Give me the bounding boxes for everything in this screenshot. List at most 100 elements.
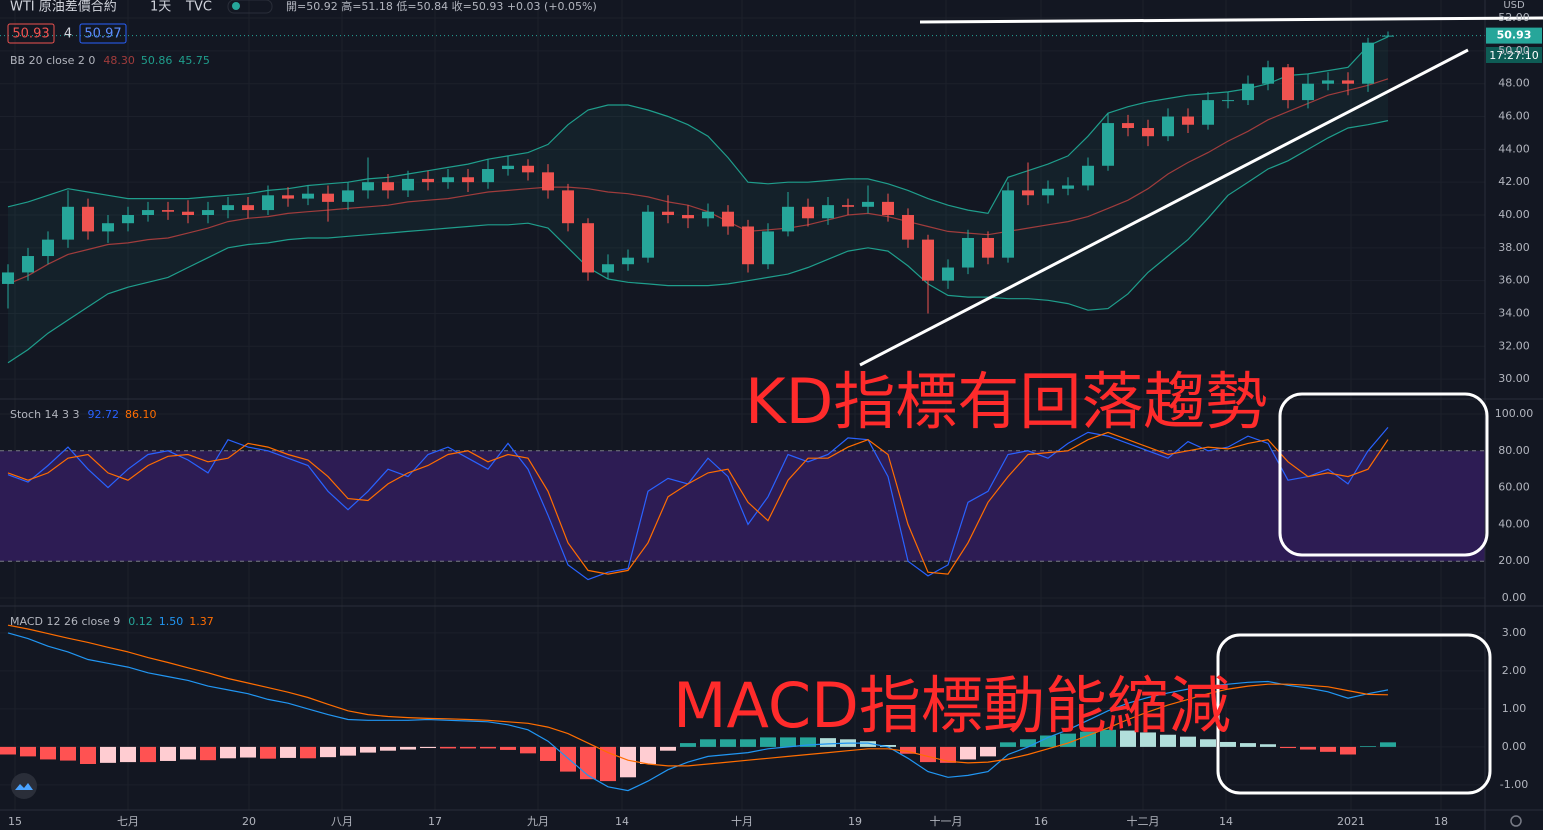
- last-price-label: 50.93: [1497, 29, 1532, 42]
- y-tick-label: 50.00: [1498, 44, 1530, 57]
- y-tick-label: -1.00: [1500, 778, 1528, 791]
- histogram-bar: [1000, 742, 1016, 747]
- histogram-bar: [720, 739, 736, 747]
- histogram-bar: [120, 746, 136, 763]
- x-tick-label: 15: [8, 815, 22, 828]
- ask: 50.97: [84, 27, 121, 42]
- ask-box[interactable]: [79, 23, 127, 44]
- histogram-bar: [600, 746, 616, 782]
- bid-box[interactable]: [7, 23, 55, 44]
- candle-body: [222, 205, 234, 211]
- histogram-bar: [480, 746, 496, 749]
- candle-body: [482, 169, 494, 183]
- candle-body: [382, 182, 394, 191]
- histogram-bar: [400, 746, 416, 750]
- currency: USD: [1503, 0, 1525, 11]
- histogram-bar: [440, 746, 456, 749]
- highlight-box[interactable]: [1216, 633, 1492, 795]
- x-tick-label: 七月: [117, 815, 139, 828]
- candle-body: [522, 165, 534, 173]
- candle-body: [1182, 116, 1194, 125]
- candle-body: [542, 172, 554, 191]
- highlight-box[interactable]: [1278, 392, 1489, 557]
- indicator-line: [7, 36, 1389, 215]
- histogram-bar: [1200, 739, 1216, 747]
- histogram-bar: [800, 737, 816, 747]
- y-tick-label: 36.00: [1498, 274, 1530, 287]
- histogram-bar: [180, 746, 196, 760]
- histogram-bar: [820, 738, 836, 747]
- x-tick-label: 16: [1034, 815, 1048, 828]
- histogram-bar: [1380, 742, 1396, 747]
- histogram-bar: [80, 746, 96, 765]
- histogram-bar: [780, 737, 796, 747]
- histogram-bar: [660, 746, 676, 751]
- y-tick-label: 48.00: [1498, 77, 1530, 90]
- x-tick-label: 18: [1434, 815, 1448, 828]
- histogram-bar: [580, 746, 596, 780]
- stoch-line: [7, 427, 1389, 581]
- histogram-bar: [40, 746, 56, 760]
- histogram-bar: [300, 746, 316, 759]
- histogram-bar: [1140, 732, 1156, 747]
- histogram-bar: [740, 739, 756, 747]
- histogram-bar: [280, 746, 296, 758]
- candle-body: [642, 211, 654, 258]
- histogram-bar: [900, 746, 916, 754]
- indicator-legend: BB 20 close 2 0: [10, 54, 95, 67]
- histogram-bar: [860, 741, 876, 747]
- indicator-legend: MACD 12 26 close 9: [10, 615, 120, 628]
- histogram-bar: [100, 746, 116, 763]
- settings-icon[interactable]: [1510, 815, 1522, 827]
- candle-body: [102, 223, 114, 232]
- ohlc: 開=50.92 高=51.18 低=50.84 收=50.93 +0.03 (+…: [286, 0, 597, 13]
- histogram-bar: [220, 746, 236, 759]
- indicator-line: [7, 120, 1389, 364]
- histogram-bar: [1120, 730, 1136, 747]
- legend-value: 1.37: [189, 615, 214, 628]
- x-tick-label: 14: [615, 815, 629, 828]
- candle-body: [1282, 67, 1294, 101]
- last-price-box: [1486, 27, 1542, 44]
- y-tick-label: 38.00: [1498, 241, 1530, 254]
- candle-body: [662, 211, 674, 216]
- trend-line[interactable]: [919, 16, 1543, 24]
- histogram-bar: [1320, 746, 1336, 752]
- candle-body: [682, 215, 694, 219]
- histogram-bar: [1080, 731, 1096, 747]
- x-tick-label: 十一月: [930, 814, 963, 828]
- logo[interactable]: [11, 773, 37, 799]
- indicator-line: [7, 78, 1389, 285]
- candle-body: [802, 206, 814, 219]
- candle-body: [1062, 185, 1074, 189]
- legend-value: 50.86: [141, 54, 173, 67]
- candle-body: [1082, 165, 1094, 186]
- legend-value: 1.50: [159, 615, 184, 628]
- candle-body: [1002, 190, 1014, 258]
- histogram-bar: [500, 746, 516, 750]
- candle-body: [862, 201, 874, 207]
- histogram-bar: [320, 746, 336, 758]
- y-tick-label: 42.00: [1498, 175, 1530, 188]
- candle-body: [282, 195, 294, 199]
- histogram-bar: [1360, 746, 1376, 747]
- candle-body: [582, 223, 594, 273]
- countdown-box: [1486, 47, 1542, 63]
- y-tick-label: 3.00: [1502, 626, 1527, 639]
- histogram-bar: [760, 737, 776, 747]
- x-tick-label: 19: [848, 815, 862, 828]
- indicator-legend: Stoch 14 3 3: [10, 408, 80, 421]
- histogram-bar: [960, 746, 976, 760]
- histogram-bar: [620, 746, 636, 778]
- histogram-bar: [340, 746, 356, 756]
- trend-line[interactable]: [859, 48, 1469, 367]
- band: [0, 450, 1485, 562]
- status-pill[interactable]: [227, 0, 273, 14]
- candle-body: [182, 211, 194, 216]
- candle-body: [1322, 80, 1334, 84]
- candle-body: [262, 195, 274, 211]
- candle-body: [562, 190, 574, 224]
- histogram-bar: [940, 746, 956, 763]
